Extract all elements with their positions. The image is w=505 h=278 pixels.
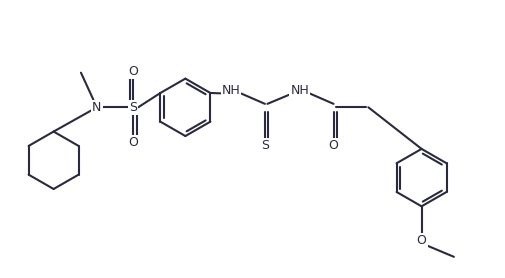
Text: O: O bbox=[328, 139, 338, 152]
Text: O: O bbox=[416, 234, 426, 247]
Text: N: N bbox=[92, 101, 102, 114]
Text: O: O bbox=[128, 65, 138, 78]
Text: NH: NH bbox=[290, 85, 309, 98]
Text: O: O bbox=[128, 136, 138, 150]
Text: NH: NH bbox=[221, 85, 240, 98]
Text: S: S bbox=[261, 139, 268, 152]
Text: S: S bbox=[129, 101, 137, 114]
